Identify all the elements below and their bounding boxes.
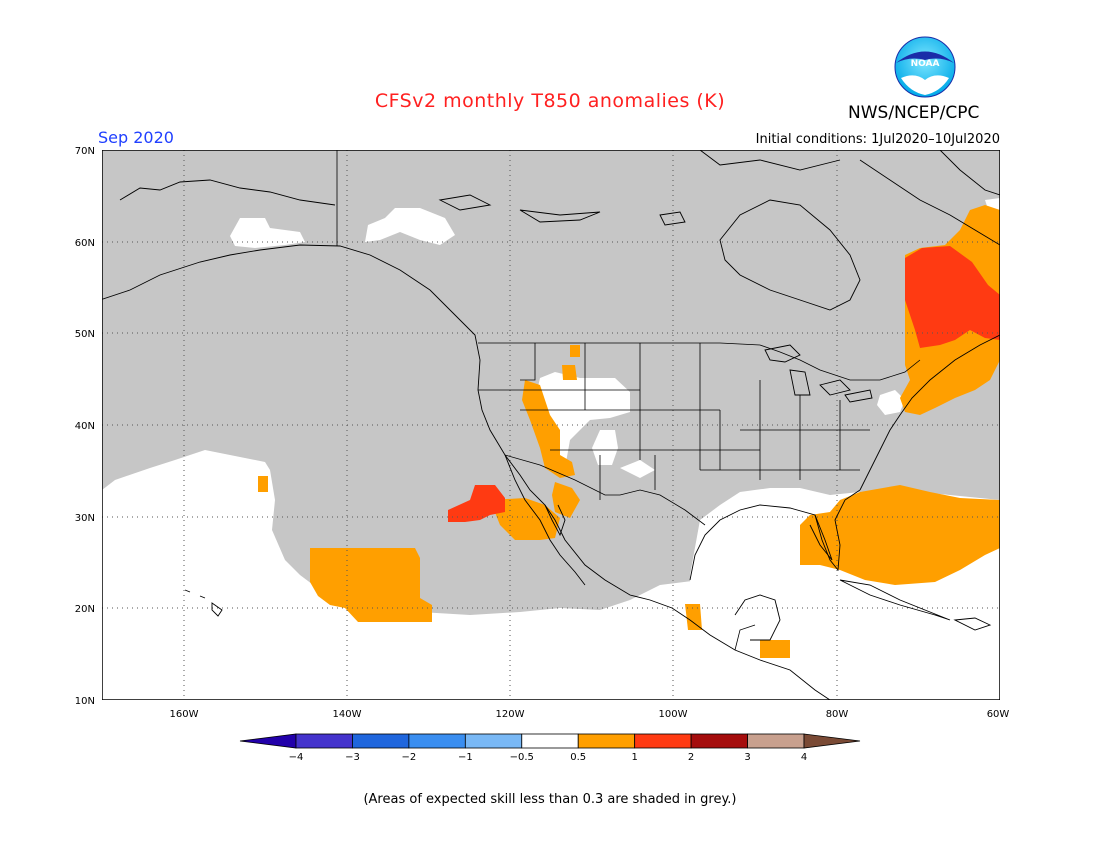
coastlines: [102, 150, 1000, 700]
footnote: (Areas of expected skill less than 0.3 a…: [363, 792, 737, 807]
lon-label-160W: 160W: [170, 709, 199, 720]
colorbar-segment: [690, 733, 748, 749]
lat-label-40N: 40N: [75, 421, 95, 432]
colorbar-segment: [577, 733, 636, 749]
lat-label-50N: 50N: [75, 329, 95, 340]
svg-text:NOAA: NOAA: [911, 59, 940, 69]
colorbar-tick-label: −0.5: [510, 752, 534, 763]
colorbar-tick-label: 3: [744, 752, 750, 763]
colorbar-segment: [521, 733, 579, 749]
lat-label-10N: 10N: [75, 696, 95, 707]
agency-label: NWS/NCEP/CPC: [848, 103, 980, 123]
lon-label-60W: 60W: [987, 709, 1010, 720]
colorbar-tick-label: 2: [688, 752, 694, 763]
colorbar-tick-label: −2: [402, 752, 417, 763]
colorbar-segment: [295, 733, 353, 749]
gridlines: [102, 150, 1000, 700]
colorbar-segment: [408, 733, 466, 749]
longitude-labels: 160W 140W 120W 100W 80W 60W: [170, 709, 1010, 720]
colorbar-segment: [352, 733, 410, 749]
colorbar-tick-label: 0.5: [570, 752, 586, 763]
colorbar-tick-label: −3: [345, 752, 360, 763]
colorbar-segment: [747, 733, 805, 749]
colorbar-segment: [464, 733, 523, 749]
colorbar-tick-label: −4: [289, 752, 304, 763]
colorbar-segment-max: [803, 733, 861, 749]
noaa-logo-icon: NOAA: [894, 36, 956, 98]
lat-label-60N: 60N: [75, 238, 95, 249]
colorbar-segment: [634, 733, 692, 749]
colorbar-segment-min: [239, 733, 297, 749]
colorbar-tick-label: −1: [458, 752, 473, 763]
lon-label-140W: 140W: [333, 709, 362, 720]
lon-label-120W: 120W: [496, 709, 525, 720]
lat-label-20N: 20N: [75, 604, 95, 615]
latitude-labels: 70N 60N 50N 40N 30N 20N 10N: [75, 146, 95, 707]
map-area: [102, 150, 1000, 700]
colorbar: −4 −3 −2 −1 −0.5 0.5 1 2 3 4: [239, 733, 861, 763]
colorbar-tick-label: 4: [801, 752, 807, 763]
forecast-period: Sep 2020: [98, 128, 174, 147]
initial-conditions: Initial conditions: 1Jul2020–10Jul2020: [755, 132, 1000, 147]
lat-label-30N: 30N: [75, 513, 95, 524]
borders: [336, 150, 921, 651]
colorbar-tick-label: 1: [631, 752, 637, 763]
map-title: CFSv2 monthly T850 anomalies (K): [374, 90, 726, 112]
lon-label-80W: 80W: [826, 709, 849, 720]
lat-label-70N: 70N: [75, 146, 95, 157]
lon-label-100W: 100W: [659, 709, 688, 720]
positive-anomaly-1-2: [448, 246, 1000, 522]
